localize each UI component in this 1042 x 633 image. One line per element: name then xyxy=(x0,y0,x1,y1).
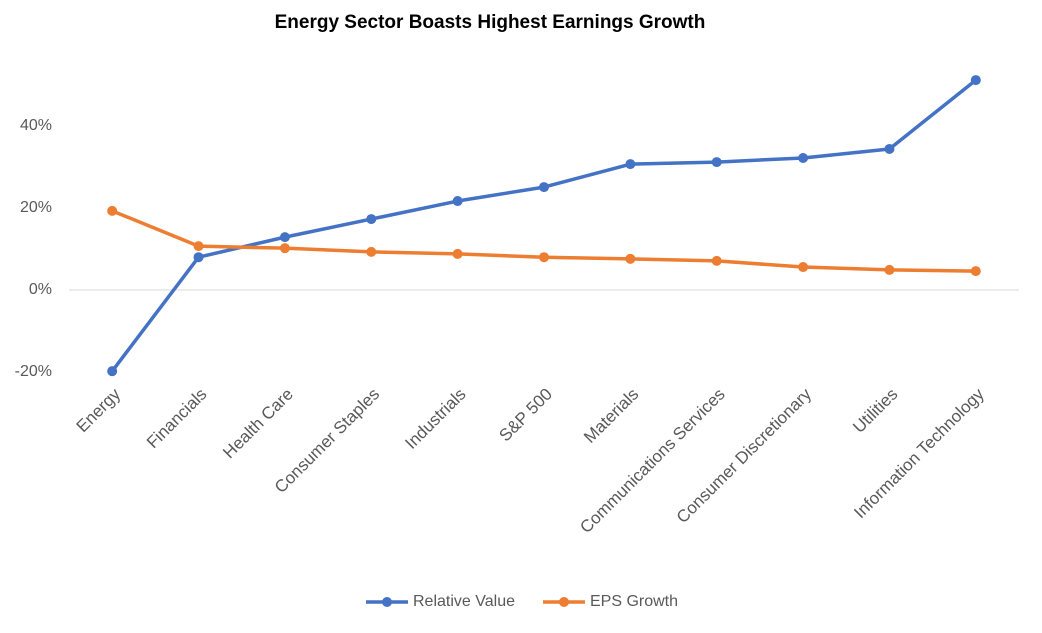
point-marker xyxy=(798,152,809,163)
point-marker xyxy=(884,264,895,275)
legend-marker xyxy=(558,597,569,607)
y-tick-label: 0% xyxy=(29,281,52,298)
chart-title: Energy Sector Boasts Highest Earnings Gr… xyxy=(275,12,706,33)
point-marker xyxy=(366,214,377,225)
x-tick-label: Health Care xyxy=(219,385,297,463)
series-line xyxy=(110,78,977,373)
x-tick-label: S&P 500 xyxy=(495,385,556,446)
point-marker xyxy=(711,157,722,168)
point-marker xyxy=(193,252,204,263)
x-tick-label: Utilities xyxy=(849,385,901,437)
point-marker xyxy=(539,252,549,263)
x-tick-label: Industrials xyxy=(401,385,469,453)
point-marker xyxy=(884,143,895,154)
point-marker xyxy=(625,159,636,170)
point-marker xyxy=(193,241,204,252)
y-tick-label: 40% xyxy=(20,117,52,134)
x-tick-label: Energy xyxy=(73,384,125,436)
point-marker xyxy=(452,196,463,207)
legend-marker xyxy=(382,597,392,607)
point-marker xyxy=(279,243,290,254)
point-marker xyxy=(107,205,118,216)
point-marker xyxy=(539,182,549,193)
point-marker xyxy=(625,253,636,264)
x-tick-label: Financials xyxy=(143,385,211,453)
point-marker xyxy=(366,246,377,257)
y-tick-label: 20% xyxy=(20,199,52,216)
point-marker xyxy=(107,366,118,377)
point-marker xyxy=(711,255,722,266)
point-marker xyxy=(452,248,463,259)
legend-label: Relative Value xyxy=(413,593,515,610)
point-marker xyxy=(970,266,981,277)
point-marker xyxy=(798,262,809,273)
legend-label: EPS Growth xyxy=(590,593,678,610)
y-tick-label: -20% xyxy=(15,363,52,380)
x-tick-label: Communications Services xyxy=(576,385,728,537)
point-marker xyxy=(279,232,290,243)
point-marker xyxy=(970,75,981,86)
x-tick-label: Materials xyxy=(580,385,642,447)
